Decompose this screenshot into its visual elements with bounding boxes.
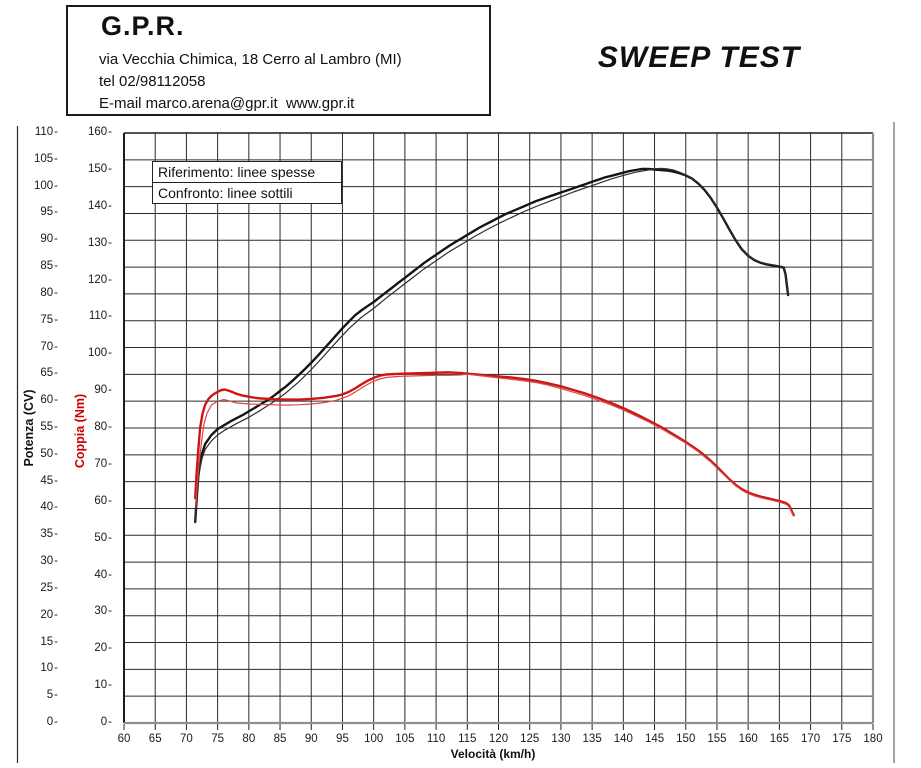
x-tick-label: 115 [458, 733, 477, 745]
x-tick-label: 85 [273, 733, 287, 745]
torque-tick-label: 40 [82, 569, 112, 582]
power-tick-label: 85 [26, 260, 58, 273]
torque-tick-label: 130 [82, 237, 112, 250]
torque-tick-label: 20 [82, 642, 112, 655]
x-tick-label: 65 [148, 733, 162, 745]
x-tick-label: 70 [180, 733, 193, 745]
curve-comparison-torque [195, 373, 795, 517]
x-tick-label: 150 [676, 733, 696, 745]
power-tick-label: 100 [26, 180, 58, 193]
x-tick-label: 155 [707, 733, 727, 745]
x-tick-label: 145 [644, 733, 665, 745]
power-tick-label: 45 [26, 475, 58, 488]
power-tick-label: 70 [26, 341, 58, 354]
x-tick-label: 90 [304, 733, 318, 745]
torque-tick-label: 100 [82, 347, 112, 360]
power-tick-label: 75 [26, 314, 58, 327]
x-tick-label: 95 [336, 733, 349, 745]
x-tick-label: 100 [364, 733, 384, 745]
power-tick-label: 65 [26, 367, 58, 380]
page-title: SWEEP TEST [597, 41, 801, 74]
company-header-box: G.P.R. via Vecchia Chimica, 18 Cerro al … [66, 5, 491, 116]
torque-tick-label: 50 [82, 532, 112, 545]
torque-tick-label: 160 [82, 126, 112, 139]
x-tick-label: 175 [832, 733, 852, 745]
power-tick-label: 55 [26, 421, 58, 434]
torque-tick-label: 80 [82, 421, 112, 434]
power-tick-label: 50 [26, 448, 58, 461]
x-tick-label: 180 [863, 733, 883, 745]
x-tick-label: 130 [551, 733, 571, 745]
x-axis-label: Velocità (km/h) [450, 747, 536, 761]
x-tick-label: 165 [769, 733, 789, 745]
x-tick-label: 170 [800, 733, 821, 745]
torque-tick-label: 90 [82, 384, 112, 397]
power-tick-label: 35 [26, 528, 58, 541]
company-address: via Vecchia Chimica, 18 Cerro al Lambro … [99, 51, 402, 68]
power-tick-label: 20 [26, 609, 58, 622]
company-name: G.P.R. [101, 11, 185, 41]
x-tick-label: 75 [211, 733, 225, 745]
curve-reference-power [194, 167, 790, 524]
x-tick-label: 140 [613, 733, 633, 745]
power-tick-label: 25 [26, 582, 58, 595]
legend-comparison-row: Confronto: linee sottili [152, 181, 342, 204]
power-tick-label: 0 [26, 716, 58, 729]
x-tick-label: 120 [488, 733, 509, 745]
torque-tick-label: 60 [82, 495, 112, 508]
power-tick-label: 15 [26, 636, 58, 649]
torque-tick-label: 30 [82, 605, 112, 618]
torque-tick-label: 0 [82, 716, 112, 729]
power-tick-label: 110 [26, 126, 58, 139]
x-tick-label: 80 [242, 733, 256, 745]
torque-tick-label: 140 [82, 200, 112, 213]
x-tick-label: 110 [426, 733, 446, 745]
x-tick-label: 135 [582, 733, 602, 745]
company-email: E-mail marco.arena@gpr.it www.gpr.it [99, 95, 355, 112]
power-tick-label: 30 [26, 555, 58, 568]
power-tick-label: 10 [26, 662, 58, 675]
x-tick-label: 60 [117, 733, 131, 745]
power-tick-label: 60 [26, 394, 58, 407]
x-tick-label: 125 [520, 733, 540, 745]
torque-tick-label: 10 [82, 679, 112, 692]
company-phone: tel 02/98112058 [99, 73, 206, 90]
power-tick-label: 95 [26, 206, 58, 219]
torque-tick-label: 70 [82, 458, 112, 471]
x-tick-label: 105 [395, 733, 415, 745]
torque-tick-label: 150 [82, 163, 112, 176]
chart-legend: Riferimento: linee spesse Confronto: lin… [152, 161, 342, 204]
power-tick-label: 5 [26, 689, 58, 702]
torque-tick-label: 120 [82, 274, 112, 287]
power-tick-label: 80 [26, 287, 58, 300]
torque-tick-label: 110 [82, 310, 112, 323]
x-tick-label: 160 [738, 733, 758, 745]
power-tick-label: 90 [26, 233, 58, 246]
power-tick-label: 40 [26, 501, 58, 514]
power-tick-label: 105 [26, 153, 58, 166]
curve-comparison-power [194, 167, 789, 523]
legend-reference-row: Riferimento: linee spesse [152, 161, 342, 183]
